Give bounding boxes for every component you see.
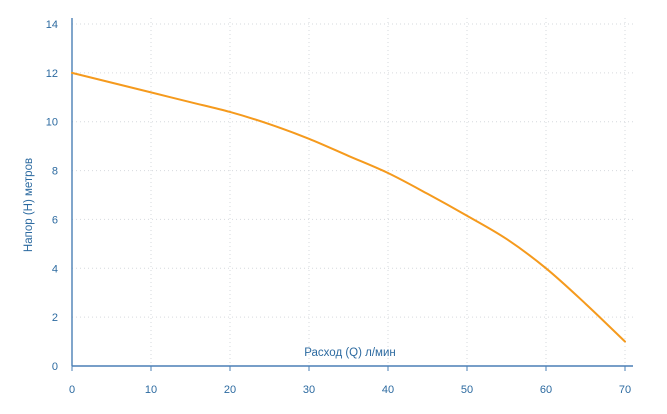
- axes: [71, 18, 633, 367]
- x-tick-label: 20: [224, 384, 236, 396]
- series-line: [71, 71, 626, 343]
- y-tick-label: 4: [52, 263, 58, 275]
- y-tick-label: 12: [46, 68, 58, 80]
- ticks: 0 10 20 30 40 50 60 70 0 2 4 6 8 10 12 14: [46, 19, 631, 396]
- x-tick-label: 70: [619, 384, 631, 396]
- grid: [72, 18, 633, 366]
- y-tick-label: 0: [52, 361, 58, 373]
- x-tick-label: 0: [69, 384, 75, 396]
- x-tick-label: 30: [303, 384, 315, 396]
- x-tick-label: 50: [461, 384, 473, 396]
- x-tick-label: 10: [145, 384, 157, 396]
- y-axis-title: Напор (H) метров: [23, 158, 35, 252]
- x-tick-label: 40: [382, 384, 394, 396]
- x-tick-label: 60: [540, 384, 552, 396]
- x-axis-title: Расход (Q) л/мин: [304, 347, 396, 359]
- y-tick-label: 2: [52, 312, 58, 324]
- y-tick-label: 8: [52, 166, 58, 178]
- y-tick-label: 14: [46, 19, 58, 31]
- y-tick-label: 10: [46, 117, 58, 129]
- y-tick-label: 6: [52, 214, 58, 226]
- series-group: [71, 71, 626, 343]
